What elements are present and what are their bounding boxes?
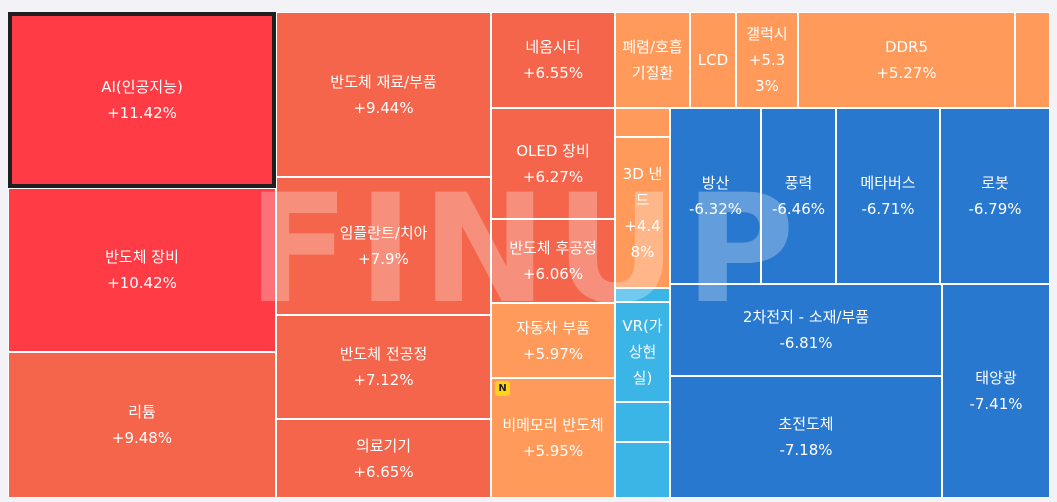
treemap-tile[interactable]: 임플란트/치아 +7.9% xyxy=(276,177,491,315)
tile-label: 폐렴/호흡기질환 xyxy=(622,38,683,82)
tile-change: +4.48% xyxy=(624,216,661,261)
tile-label: 비메모리 반도체 xyxy=(502,416,604,434)
treemap-tile[interactable]: OLED 장비 +6.27% xyxy=(491,108,615,219)
treemap-tile[interactable]: 초전도체 -7.18% xyxy=(670,376,942,498)
tile-change: -6.81% xyxy=(779,334,833,352)
tile-change: -6.46% xyxy=(771,200,826,218)
tile-label: 2차전지 - 소재/부품 xyxy=(742,308,870,326)
treemap-tile[interactable]: 반도체 재료/부품 +9.44% xyxy=(276,12,491,177)
treemap-tile[interactable]: 리튬 +9.48% xyxy=(8,352,276,498)
tile-change: +5.27% xyxy=(876,64,937,82)
treemap-tile[interactable]: 반도체 후공정 +6.06% xyxy=(491,219,615,303)
tile-label: AI(인공지능) xyxy=(101,78,183,96)
treemap-tile[interactable]: 3D 낸드 +4.48% xyxy=(615,137,670,288)
tile-label: 태양광 xyxy=(975,369,1017,387)
treemap-tile[interactable]: 태양광 -7.41% xyxy=(942,284,1050,498)
tile-change: -6.32% xyxy=(688,200,743,218)
treemap-tile[interactable]: 의료기기 +6.65% xyxy=(276,419,491,498)
tile-label: 리튬 xyxy=(128,403,156,421)
tile-change: +7.12% xyxy=(353,371,414,389)
tile-label: 반도체 장비 xyxy=(105,248,179,266)
treemap-tile[interactable]: 네옴시티 +6.55% xyxy=(491,12,615,108)
tile-label: 의료기기 xyxy=(355,436,412,455)
tile-change: +9.44% xyxy=(353,98,414,117)
treemap-tile[interactable]: 풍력 -6.46% xyxy=(761,108,836,284)
treemap-tile[interactable]: 2차전지 - 소재/부품 -6.81% xyxy=(670,284,942,376)
tile-change: +11.42% xyxy=(107,104,177,122)
treemap-tile[interactable]: 반도체 전공정 +7.12% xyxy=(276,315,491,419)
treemap-tile[interactable]: LCD xyxy=(690,12,736,108)
tile-label: VR(가상현실) xyxy=(622,317,663,387)
tile-change: +7.9% xyxy=(358,250,409,268)
tile-label: OLED 장비 xyxy=(516,141,590,160)
tile-label: DDR5 xyxy=(884,38,929,56)
treemap-tile[interactable] xyxy=(1015,12,1050,108)
tile-change: +6.27% xyxy=(522,167,584,186)
treemap-tile[interactable]: DDR5 +5.27% xyxy=(798,12,1015,108)
treemap-tile[interactable]: 갤럭시 +5.33% xyxy=(736,12,798,108)
treemap-tile[interactable]: 자동차 부품 +5.97% xyxy=(491,303,615,378)
treemap-tile[interactable]: 로봇 -6.79% xyxy=(940,108,1050,284)
tile-label: 임플란트/치아 xyxy=(339,224,428,242)
tile-label: 로봇 xyxy=(981,174,1009,192)
tile-change: -6.71% xyxy=(861,200,915,218)
tile-label: 반도체 재료/부품 xyxy=(330,72,437,91)
tile-label: 반도체 후공정 xyxy=(509,239,597,257)
tile-change: +5.97% xyxy=(522,344,584,363)
tile-change: -6.79% xyxy=(968,200,1022,218)
tile-label: 반도체 전공정 xyxy=(339,345,428,363)
tile-label: 풍력 xyxy=(784,174,813,192)
treemap-tile[interactable]: 방산 -6.32% xyxy=(670,108,761,284)
tile-change: +10.42% xyxy=(107,274,177,292)
tile-label: 메타버스 xyxy=(860,174,916,192)
tile-label: 초전도체 xyxy=(778,415,834,433)
treemap-tile[interactable]: VR(가상현실) xyxy=(615,302,670,402)
tile-label: 갤럭시 xyxy=(746,25,788,43)
tile-change: -7.18% xyxy=(779,441,833,459)
treemap-tile[interactable]: 폐렴/호흡기질환 xyxy=(615,12,690,108)
treemap-tile[interactable] xyxy=(615,442,670,498)
tile-label: 자동차 부품 xyxy=(516,318,590,337)
tile-label: LCD xyxy=(697,51,729,69)
tile-label: 3D 낸드 xyxy=(622,164,663,209)
treemap-tile[interactable] xyxy=(615,108,670,137)
treemap-tile[interactable]: AI(인공지능) +11.42% xyxy=(8,12,276,188)
tile-change: +5.33% xyxy=(748,51,786,95)
tile-change: +6.55% xyxy=(522,64,584,82)
treemap-tile[interactable] xyxy=(615,402,670,442)
treemap-tile[interactable]: 반도체 장비 +10.42% xyxy=(8,188,276,352)
treemap-tile[interactable]: 메타버스 -6.71% xyxy=(836,108,940,284)
tile-change: -7.41% xyxy=(969,395,1023,413)
treemap-tile[interactable]: 비메모리 반도체 +5.95% xyxy=(491,378,615,498)
treemap-tile[interactable] xyxy=(615,288,670,302)
tile-change: +6.65% xyxy=(353,462,414,481)
tile-label: 방산 xyxy=(701,174,730,192)
tile-change: +9.48% xyxy=(111,429,173,447)
tile-label: 네옴시티 xyxy=(525,38,581,56)
tile-change: +5.95% xyxy=(522,442,584,460)
tile-change: +6.06% xyxy=(522,265,584,283)
new-badge: N xyxy=(495,381,510,396)
